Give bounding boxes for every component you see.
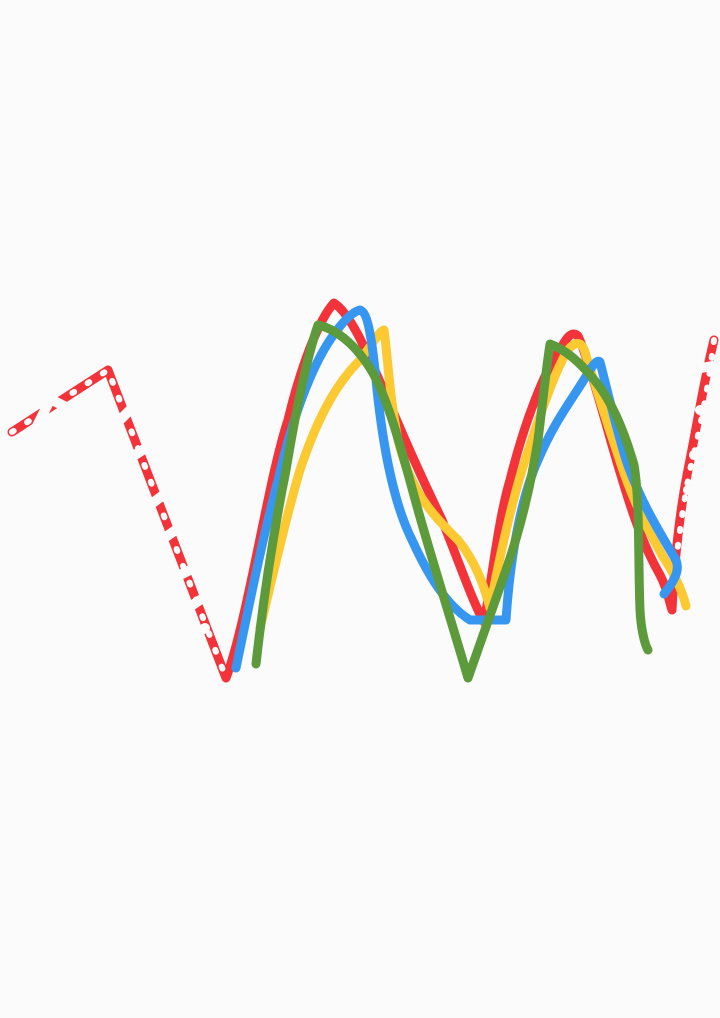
green-stroke: [251, 320, 653, 683]
left-eraser-dots: [9, 367, 229, 681]
blue-stroke: [231, 305, 682, 673]
right-eraser-mark: [683, 360, 720, 535]
right-eraser-dots: [673, 337, 717, 563]
